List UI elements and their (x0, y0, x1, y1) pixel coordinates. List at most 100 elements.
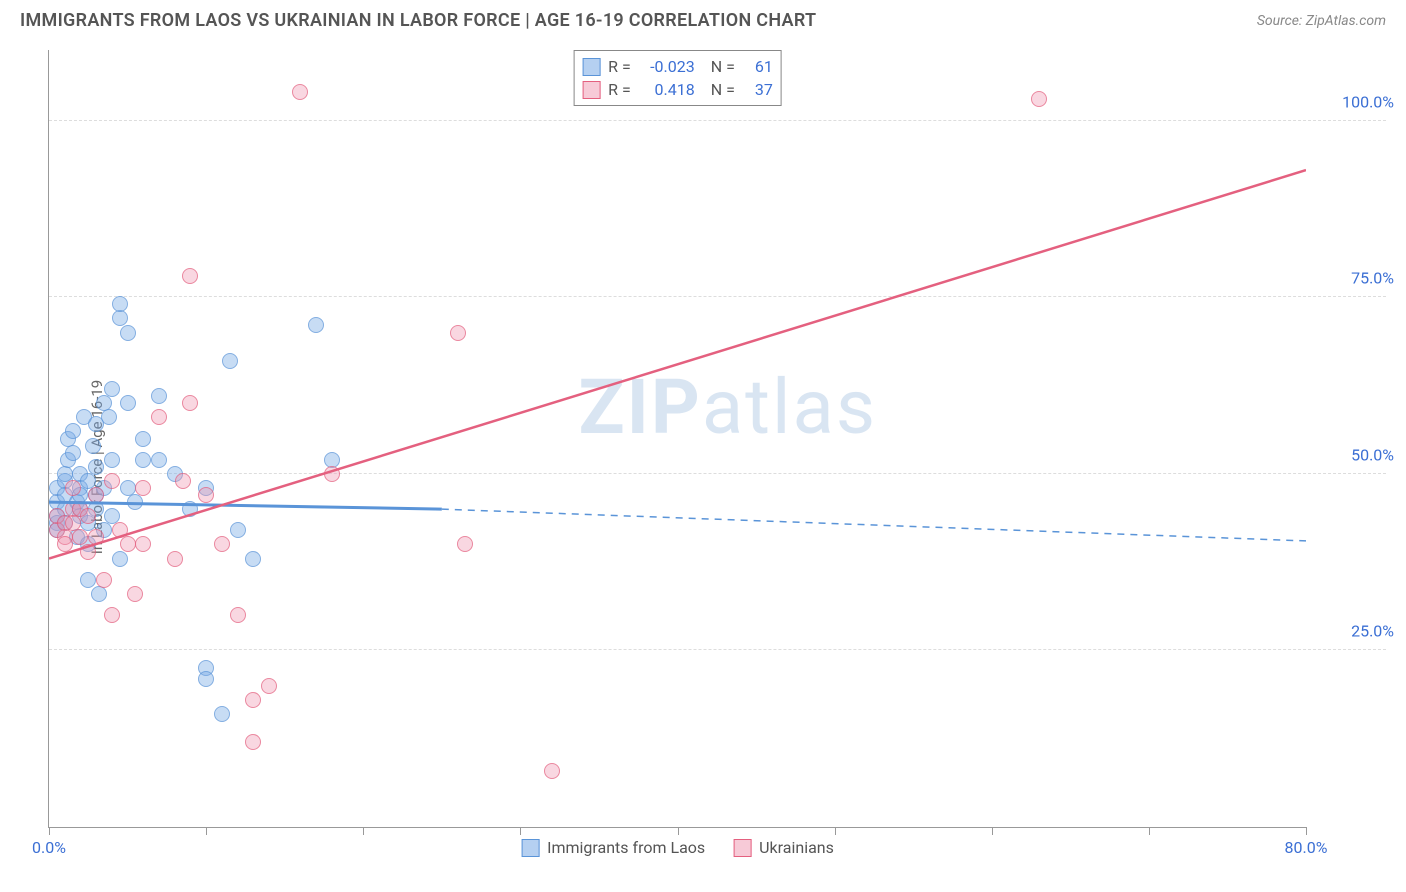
y-tick-label: 25.0% (1351, 622, 1394, 641)
x-tick (1149, 827, 1150, 835)
data-point (151, 388, 167, 404)
data-point (261, 678, 277, 694)
legend-row: R = 0.418 N = 37 (582, 78, 773, 101)
legend-r-value: 0.418 (639, 80, 695, 99)
legend-row: R =-0.023N =61 (582, 55, 773, 78)
gridline-h (49, 120, 1386, 121)
x-tick (363, 827, 364, 835)
data-point (104, 473, 120, 489)
series-legend: Immigrants from Laos Ukrainians (521, 838, 834, 857)
data-point (135, 536, 151, 552)
trend-lines (49, 50, 1306, 827)
correlation-legend: R =-0.023N =61R =0.418N =37 (573, 50, 782, 106)
chart-title: IMMIGRANTS FROM LAOS VS UKRAINIAN IN LAB… (20, 10, 816, 31)
x-tick (206, 827, 207, 835)
data-point (167, 551, 183, 567)
x-tick (678, 827, 679, 835)
data-point (198, 671, 214, 687)
legend-label: Ukrainians (759, 838, 834, 857)
legend-n-value: 61 (743, 57, 773, 76)
data-point (1031, 91, 1047, 107)
legend-item: Ukrainians (733, 838, 834, 857)
legend-swatch (582, 81, 600, 99)
data-point (135, 452, 151, 468)
data-point (101, 409, 117, 425)
data-point (175, 473, 191, 489)
data-point (135, 431, 151, 447)
data-point (80, 508, 96, 524)
data-point (450, 325, 466, 341)
gridline-h (49, 649, 1386, 650)
x-tick (1306, 827, 1307, 835)
data-point (245, 551, 261, 567)
legend-r-label: R = (608, 57, 631, 76)
data-point (214, 536, 230, 552)
data-point (127, 586, 143, 602)
x-tick (520, 827, 521, 835)
data-point (308, 317, 324, 333)
x-tick (49, 827, 50, 835)
data-point (80, 572, 96, 588)
data-point (120, 325, 136, 341)
data-point (198, 487, 214, 503)
data-point (222, 353, 238, 369)
data-point (292, 84, 308, 100)
legend-swatch (733, 839, 751, 857)
y-tick-label: 100.0% (1342, 92, 1394, 111)
data-point (230, 522, 246, 538)
data-point (230, 607, 246, 623)
data-point (120, 395, 136, 411)
data-point (544, 763, 560, 779)
watermark: ZIPatlas (578, 362, 877, 452)
x-tick-label: 0.0% (32, 838, 66, 857)
data-point (88, 487, 104, 503)
data-point (104, 381, 120, 397)
data-point (324, 466, 340, 482)
legend-item: Immigrants from Laos (521, 838, 705, 857)
x-tick-label: 80.0% (1285, 838, 1328, 857)
data-point (96, 572, 112, 588)
data-point (127, 494, 143, 510)
data-point (112, 296, 128, 312)
x-tick (992, 827, 993, 835)
data-point (245, 734, 261, 750)
legend-swatch (521, 839, 539, 857)
x-tick (835, 827, 836, 835)
y-tick-label: 75.0% (1351, 269, 1394, 288)
data-point (57, 536, 73, 552)
data-point (65, 423, 81, 439)
data-point (120, 536, 136, 552)
legend-swatch (582, 58, 600, 76)
legend-label: Immigrants from Laos (547, 838, 705, 857)
data-point (104, 452, 120, 468)
watermark-strong: ZIP (578, 362, 701, 452)
data-point (151, 452, 167, 468)
source-label: Source: ZipAtlas.com (1257, 13, 1386, 29)
legend-n-label: N = (711, 80, 735, 99)
data-point (112, 551, 128, 567)
y-tick-label: 50.0% (1351, 445, 1394, 464)
gridline-h (49, 296, 1386, 297)
legend-r-label: R = (608, 80, 631, 99)
data-point (91, 586, 107, 602)
title-bar: IMMIGRANTS FROM LAOS VS UKRAINIAN IN LAB… (0, 0, 1406, 31)
legend-n-label: N = (711, 57, 735, 76)
data-point (88, 529, 104, 545)
chart-wrap: In Labor Force | Age 16-19 ZIPatlas R =-… (0, 42, 1406, 892)
data-point (135, 480, 151, 496)
data-point (65, 480, 81, 496)
scatter-plot: ZIPatlas R =-0.023N =61R =0.418N =37 Imm… (48, 50, 1306, 828)
data-point (151, 409, 167, 425)
data-point (245, 692, 261, 708)
gridline-h (49, 473, 1386, 474)
data-point (85, 438, 101, 454)
data-point (80, 544, 96, 560)
watermark-light: atlas (702, 362, 877, 452)
data-point (182, 395, 198, 411)
data-point (88, 459, 104, 475)
legend-n-value: 37 (743, 80, 773, 99)
data-point (104, 607, 120, 623)
data-point (65, 445, 81, 461)
data-point (182, 268, 198, 284)
data-point (457, 536, 473, 552)
